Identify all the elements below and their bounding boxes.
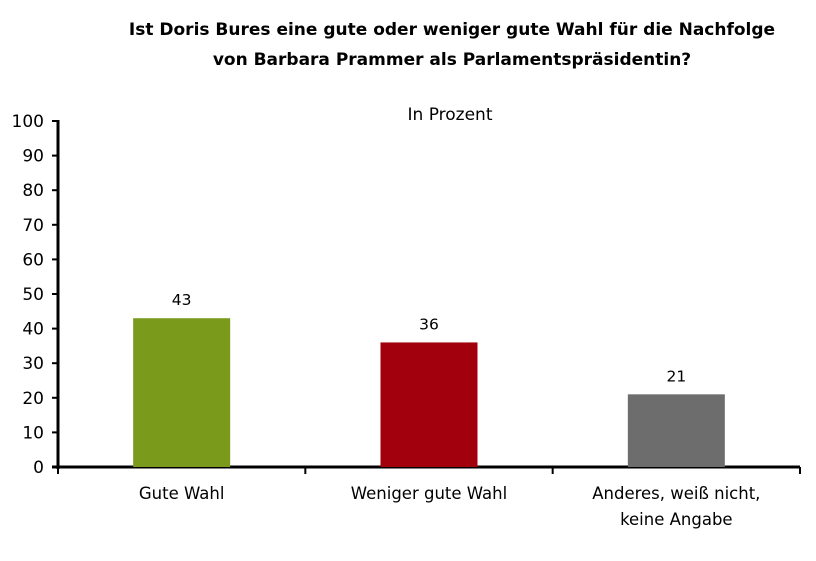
bar: [133, 318, 231, 467]
category-label: keine Angabe: [620, 510, 733, 529]
y-tick-label: 0: [33, 458, 44, 478]
category-label: Anderes, weiß nicht,: [592, 484, 760, 503]
y-tick-label: 100: [12, 112, 44, 132]
bar: [627, 394, 725, 467]
y-tick-label: 30: [22, 354, 44, 374]
y-tick-label: 10: [22, 423, 44, 443]
y-tick-label: 70: [22, 216, 44, 236]
data-label: 21: [666, 367, 686, 385]
chart-title-line-2: von Barbara Prammer als Parlamentspräsid…: [213, 50, 691, 70]
y-tick-label: 60: [22, 250, 44, 270]
y-tick-label: 40: [22, 320, 44, 340]
y-tick-label: 80: [22, 181, 44, 201]
y-tick-label: 50: [22, 285, 44, 305]
y-tick-label: 90: [22, 147, 44, 167]
bars: 43 36 21: [133, 291, 725, 467]
chart-title-line-1: Ist Doris Bures eine gute oder weniger g…: [129, 20, 775, 40]
y-tick-label: 20: [22, 389, 44, 409]
data-label: 36: [419, 315, 439, 333]
category-label: Weniger gute Wahl: [351, 484, 507, 503]
x-axis: Gute Wahl Weniger gute Wahl Anderes, weiß …: [52, 465, 801, 529]
category-label: Gute Wahl: [139, 484, 225, 503]
y-axis: 0 10 20 30 40 50 60 70 80 90 100: [12, 112, 60, 478]
chart-subtitle: In Prozent: [408, 105, 493, 125]
data-label: 43: [172, 291, 192, 309]
bar: [380, 342, 478, 467]
